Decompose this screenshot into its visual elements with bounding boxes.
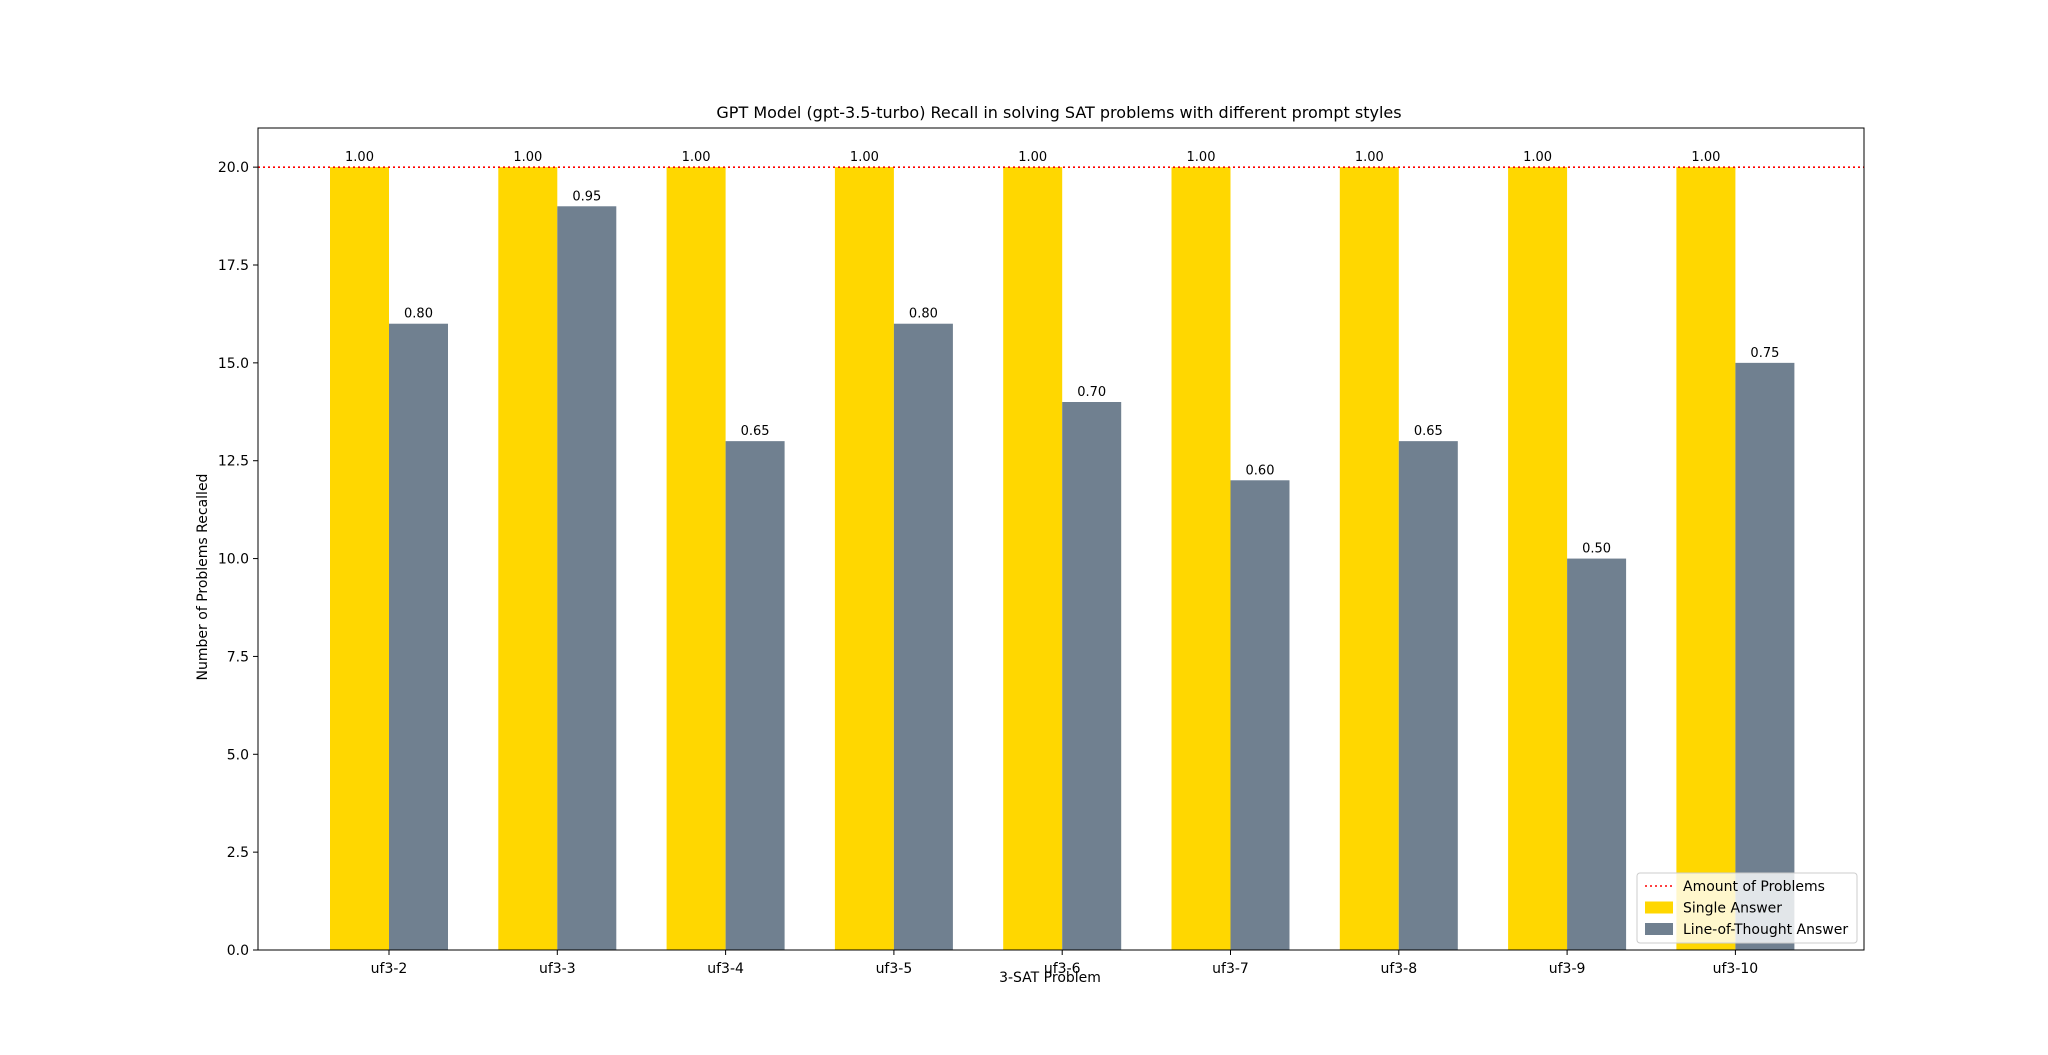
legend-item-single-answer: Single Answer	[1683, 901, 1782, 917]
data-label: 1.00	[345, 150, 374, 165]
y-tick-label: 0.0	[227, 943, 249, 959]
y-tick-label: 10.0	[218, 552, 249, 568]
data-label: 1.00	[682, 150, 711, 165]
data-label: 1.00	[1355, 150, 1384, 165]
y-tick-label: 17.5	[218, 258, 249, 274]
legend-item-line-of-thought-answer: Line-of-Thought Answer	[1683, 922, 1848, 938]
bar-line-of-thought-uf3-2	[389, 323, 448, 950]
legend-swatch	[1645, 901, 1673, 914]
data-label: 1.00	[1691, 150, 1720, 165]
data-label: 1.00	[1018, 150, 1047, 165]
y-tick-label: 15.0	[218, 356, 249, 372]
x-tick-label: uf3-3	[539, 961, 576, 977]
bar-line-of-thought-uf3-3	[557, 206, 617, 951]
bar-single-answer-uf3-6	[1003, 167, 1063, 951]
x-tick-label: uf3-7	[1212, 961, 1249, 977]
x-tick-label: uf3-8	[1380, 961, 1417, 977]
legend-swatch	[1645, 923, 1673, 935]
legend: Amount of Problems Single Answer Line-of-T…	[1636, 872, 1858, 944]
y-tick-label: 20.0	[218, 160, 249, 176]
bar-single-answer-uf3-7	[1171, 167, 1231, 951]
x-tick-label: uf3-5	[876, 961, 913, 977]
y-tick-label: 12.5	[218, 454, 249, 470]
bar-single-answer-uf3-2	[330, 167, 389, 951]
bar-single-answer-uf3-9	[1508, 167, 1568, 951]
bar-single-answer-uf3-5	[834, 167, 894, 951]
legend-item-amount-of-problems: Amount of Problems	[1683, 879, 1825, 895]
bar-line-of-thought-uf3-10	[1735, 362, 1795, 950]
bar-single-answer-uf3-10	[1676, 167, 1736, 951]
axes-frame	[257, 127, 1865, 951]
data-label: 0.50	[1582, 542, 1611, 557]
bar-line-of-thought-uf3-8	[1398, 441, 1458, 950]
x-tick-label: uf3-2	[371, 961, 408, 977]
y-tick-label: 2.5	[227, 845, 249, 861]
data-label: 0.65	[741, 424, 770, 439]
x-tick-label: uf3-9	[1549, 961, 1586, 977]
bar-single-answer-uf3-8	[1339, 167, 1399, 951]
data-label: 0.80	[404, 307, 433, 322]
bar-line-of-thought-uf3-5	[893, 323, 953, 950]
y-tick-label: 5.0	[227, 747, 249, 763]
data-label: 0.70	[1077, 385, 1106, 400]
data-label: 1.00	[1523, 150, 1552, 165]
x-tick-label: uf3-6	[1044, 961, 1081, 977]
data-label: 0.60	[1246, 463, 1275, 478]
x-tick-label: uf3-4	[707, 961, 744, 977]
data-label: 0.95	[572, 189, 601, 204]
bar-line-of-thought-uf3-9	[1567, 558, 1627, 950]
bar-line-of-thought-uf3-4	[725, 441, 785, 950]
data-label: 1.00	[1187, 150, 1216, 165]
chart-title: GPT Model (gpt-3.5-turbo) Recall in solv…	[716, 103, 1401, 122]
bar-line-of-thought-uf3-7	[1230, 480, 1290, 950]
x-tick-label: uf3-10	[1713, 961, 1759, 977]
data-label: 0.75	[1750, 346, 1779, 361]
bar-line-of-thought-uf3-6	[1062, 402, 1122, 950]
y-axis-label: Number of Problems Recalled	[195, 474, 211, 681]
data-label: 0.80	[909, 307, 938, 322]
legend-box	[1636, 872, 1858, 944]
data-label: 0.65	[1414, 424, 1443, 439]
bar-single-answer-uf3-3	[498, 167, 558, 951]
x-axis-label: 3-SAT Problem	[999, 970, 1101, 986]
y-tick-label: 7.5	[227, 649, 249, 665]
bar-single-answer-uf3-4	[666, 167, 726, 951]
data-label: 1.00	[513, 150, 542, 165]
plot-area: 1.00 1.00 1.00 1.00 1.00 1.00 1.00 1.00 1.00 0.80…	[218, 127, 1865, 977]
data-label: 1.00	[850, 150, 879, 165]
